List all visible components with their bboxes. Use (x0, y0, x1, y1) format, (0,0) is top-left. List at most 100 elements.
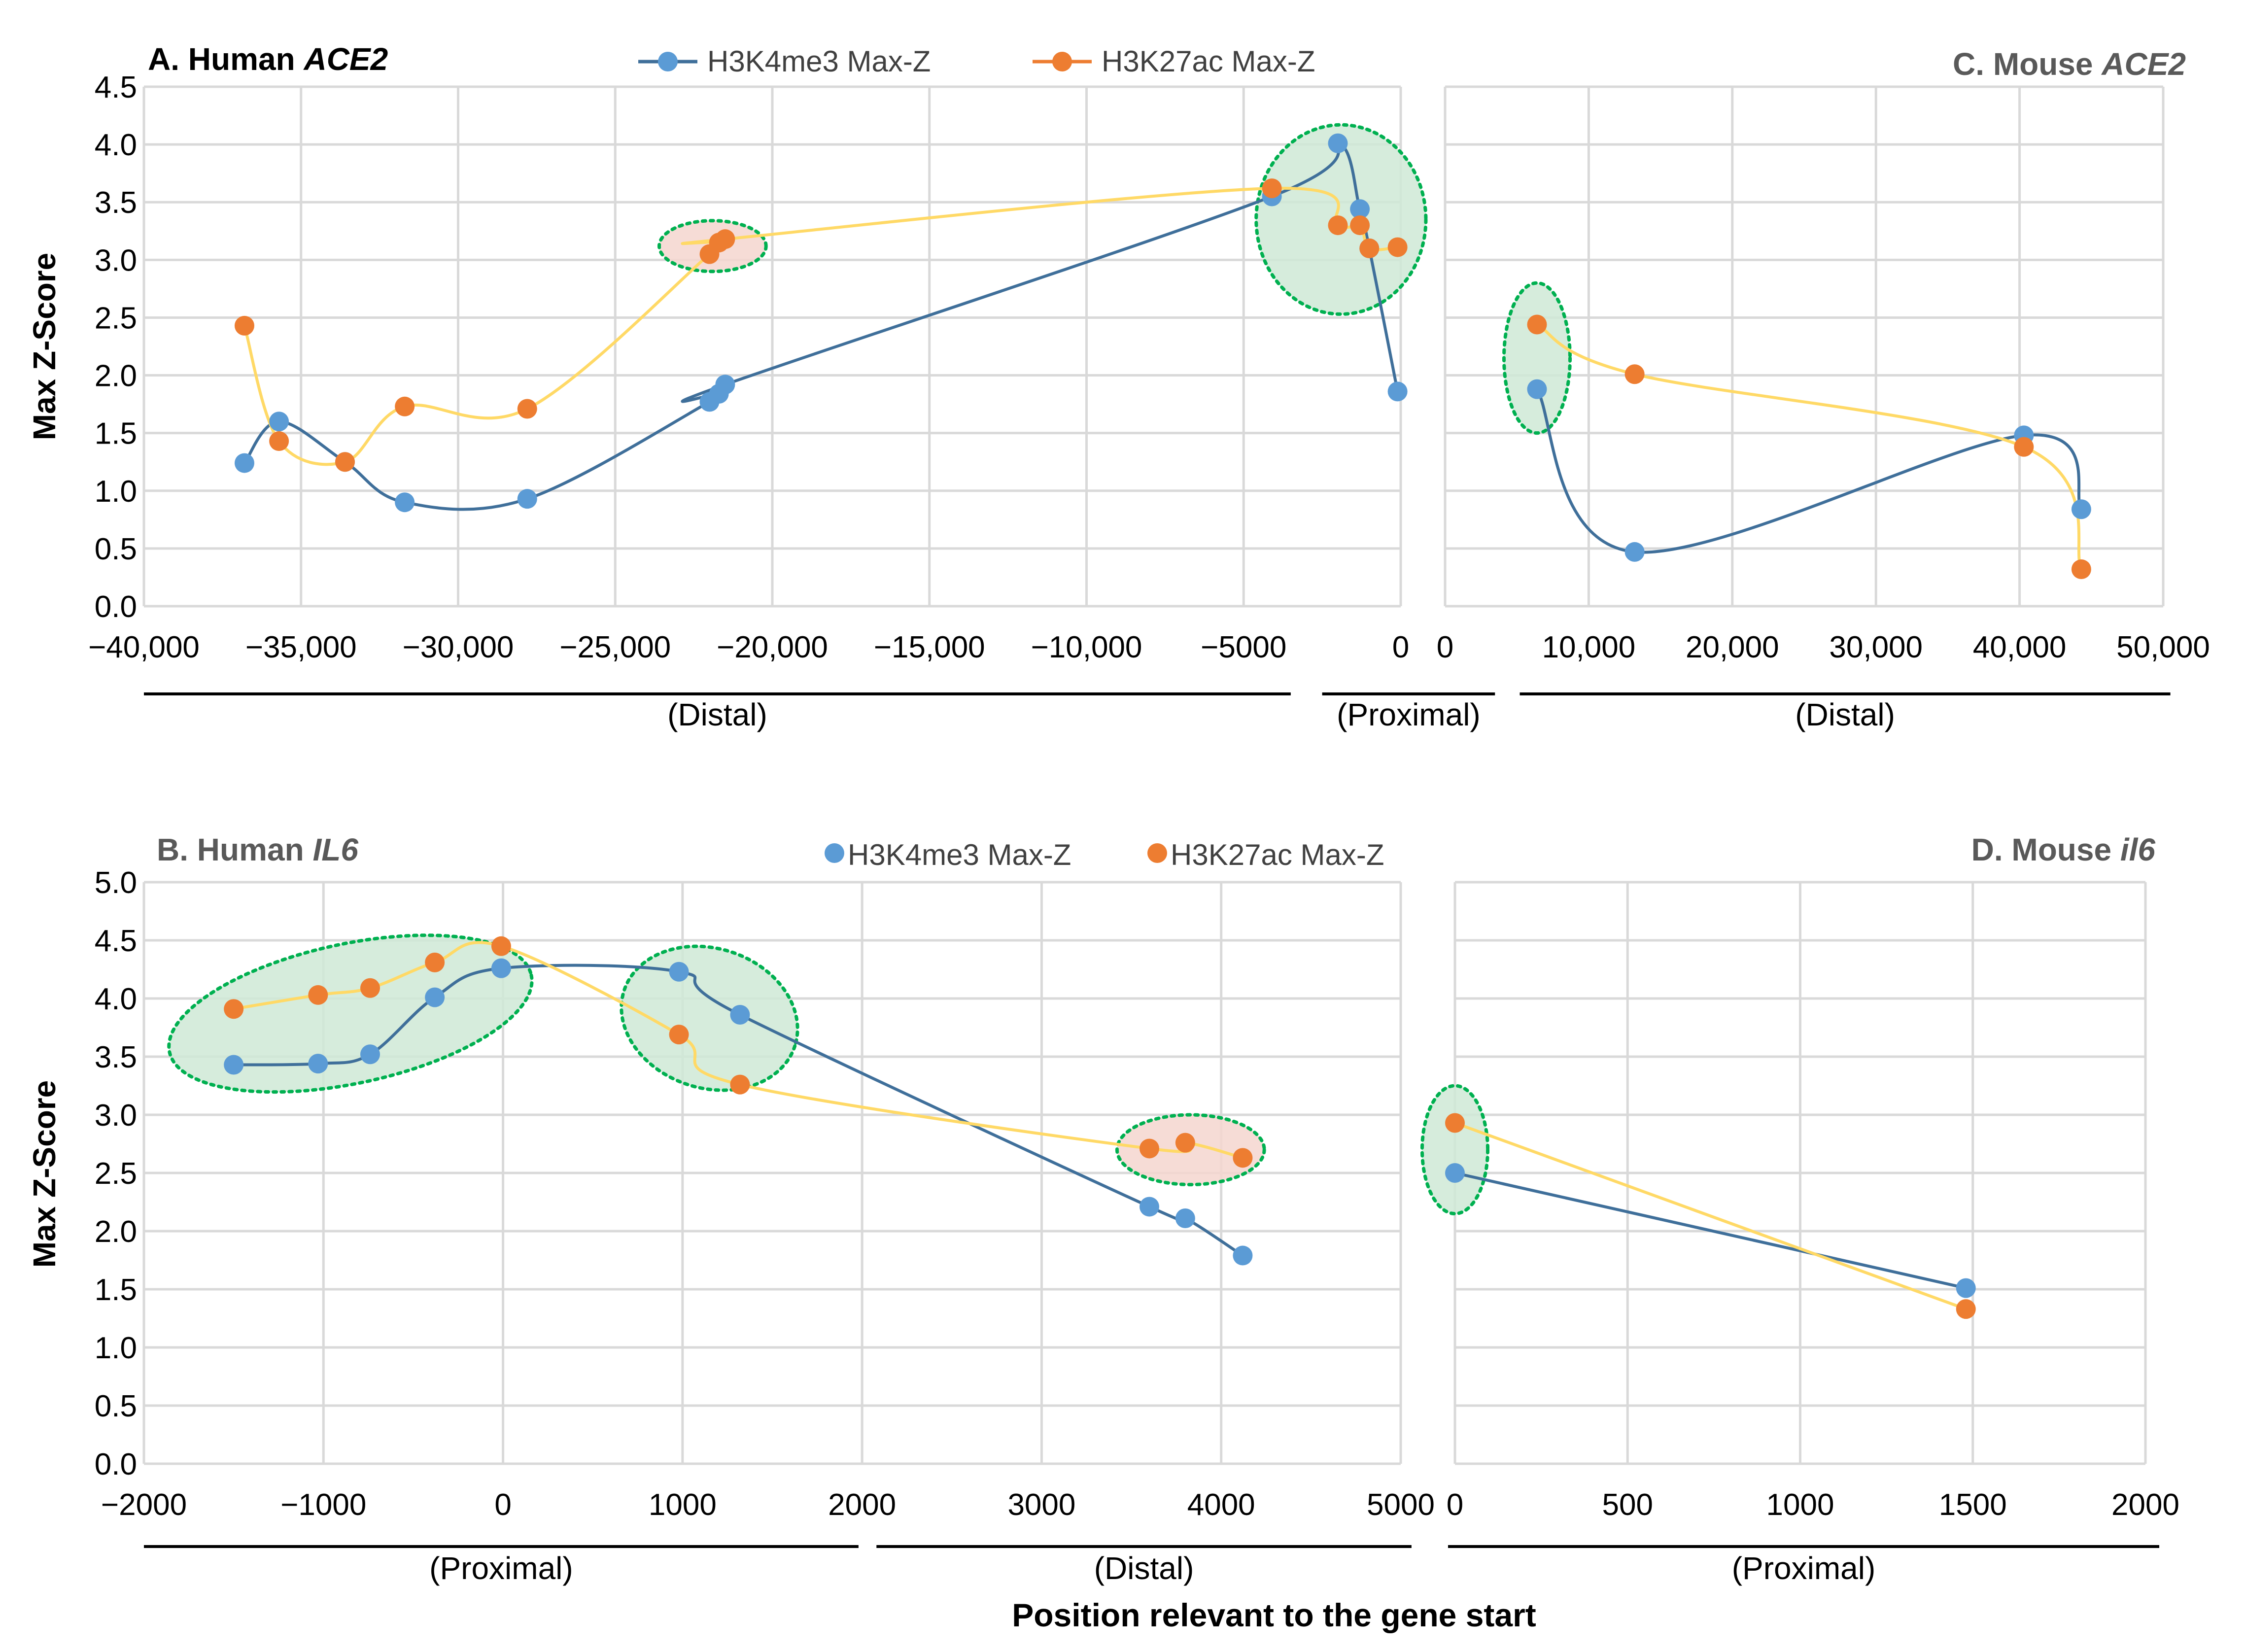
x-tick-label: −35,000 (245, 630, 357, 664)
region-label: (Distal) (667, 697, 767, 732)
h3k4me3-point (491, 958, 511, 978)
legend-label: H3K27ac Max-Z (1102, 45, 1315, 78)
highlight-ellipse (620, 944, 799, 1092)
h3k27ac-point (669, 1025, 689, 1045)
x-tick-label: 10,000 (1542, 630, 1636, 664)
h3k4me3-point (1328, 133, 1348, 153)
panel-title-prefix: D. Mouse (1971, 832, 2120, 867)
h3k4me3-point (360, 1044, 380, 1065)
h3k27ac-point (308, 985, 328, 1005)
panel-title: D. Mouse il6 (1971, 832, 2156, 867)
y-tick-label: 1.0 (95, 475, 137, 509)
h3k27ac-point (1328, 215, 1348, 236)
x-tick-label: 0 (1437, 630, 1453, 664)
h3k4me3-point (308, 1054, 328, 1074)
region-label: (Proximal) (1732, 1550, 1876, 1586)
x-tick-label: 0 (494, 1488, 511, 1522)
region-label: (Proximal) (1337, 697, 1481, 732)
h3k4me3-point (730, 1005, 750, 1025)
h3k27ac-point (335, 452, 355, 472)
highlight-ellipse (1420, 1084, 1490, 1216)
region-label: (Distal) (1795, 697, 1895, 732)
x-tick-label: −5000 (1201, 630, 1286, 664)
x-tick-label: −15,000 (874, 630, 985, 664)
legend-label: H3K27ac Max-Z (1171, 838, 1384, 871)
panel-title: B. Human IL6 (157, 832, 358, 867)
h3k4me3-point (1140, 1197, 1159, 1217)
h3k27ac-point (1359, 238, 1380, 258)
x-tick-label: 1000 (1766, 1488, 1834, 1522)
y-tick-label: 3.5 (95, 186, 137, 220)
h3k27ac-point (425, 952, 445, 972)
y-tick-label: 2.5 (95, 301, 137, 335)
y-axis-title: Max Z-Score (27, 253, 62, 441)
h3k27ac-point (1445, 1113, 1465, 1133)
h3k27ac-line (1536, 323, 2083, 570)
h3k4me3-point (715, 375, 735, 395)
y-tick-label: 4.0 (95, 982, 137, 1016)
h3k4me3-line (243, 141, 1399, 511)
h3k27ac-point (1350, 215, 1370, 236)
y-axis-title: Max Z-Score (27, 1080, 62, 1268)
h3k27ac-point (1140, 1138, 1159, 1159)
h3k27ac-point (517, 399, 537, 419)
highlight-ellipses (167, 123, 1572, 1216)
panel-title: C. Mouse ACE2 (1953, 46, 2186, 82)
h3k27ac-point (1233, 1148, 1253, 1168)
x-tick-label: 50,000 (2116, 630, 2210, 664)
h3k4me3-point (2071, 499, 2091, 519)
highlight-ellipse (167, 933, 534, 1094)
h3k4me3-point (517, 489, 537, 509)
h3k27ac-point (269, 431, 289, 451)
h3k27ac-point (224, 999, 244, 1019)
panel-title-gene: ACE2 (2101, 46, 2186, 82)
x-tick-label: −1000 (280, 1488, 366, 1522)
y-tick-label: 2.0 (95, 1215, 137, 1249)
h3k4me3-point (269, 412, 289, 432)
x-tick-label: 20,000 (1686, 630, 1779, 664)
y-tick-label: 0.5 (95, 532, 137, 566)
x-tick-label: −2000 (101, 1488, 187, 1522)
highlight-ellipse (1502, 281, 1572, 435)
x-tick-label: −10,000 (1031, 630, 1142, 664)
x-tick-label: 3000 (1007, 1488, 1075, 1522)
h3k4me3-point (224, 1055, 244, 1075)
y-tick-label: 4.5 (95, 70, 137, 104)
panel-title-gene: ACE2 (303, 41, 388, 77)
x-tick-label: 0 (1447, 1488, 1463, 1522)
legend-label: H3K4me3 Max-Z (848, 838, 1071, 871)
h3k27ac-point (2014, 437, 2034, 457)
h3k27ac-point (235, 315, 254, 336)
legend-marker (825, 843, 844, 863)
y-tick-label: 4.5 (95, 924, 137, 958)
panel-title-prefix: A. Human (148, 41, 304, 77)
x-tick-label: 40,000 (1973, 630, 2067, 664)
legend-marker (1147, 843, 1167, 863)
legend-marker (1052, 52, 1072, 71)
h3k4me3-line (1535, 388, 2083, 554)
h3k4me3-point (1387, 381, 1408, 402)
legend-label: H3K4me3 Max-Z (707, 45, 931, 78)
y-tick-label: 1.5 (95, 1273, 137, 1307)
y-tick-label: 0.5 (95, 1389, 137, 1423)
axis-labels: 0.0 0.5 1.0 1.5 2.0 2.5 3.0 3.5 4.0 4.5 Max Z-Scor… (27, 41, 2210, 1522)
h3k27ac-point (1175, 1133, 1195, 1153)
x-tick-label: 30,000 (1829, 630, 1923, 664)
h3k4me3-point (395, 492, 415, 513)
x-tick-label: 4000 (1187, 1488, 1255, 1522)
region-label: (Proximal) (429, 1550, 573, 1586)
x-tick-label: 2000 (828, 1488, 896, 1522)
h3k27ac-line (1454, 1121, 1967, 1310)
y-tick-label: 0.0 (95, 1447, 137, 1481)
h3k4me3-point (235, 453, 254, 473)
y-tick-label: 3.0 (95, 243, 137, 277)
panel-title-prefix: C. Mouse (1953, 46, 2102, 82)
h3k27ac-point (1527, 314, 1547, 335)
h3k27ac-point (491, 936, 511, 956)
legend-marker (658, 52, 678, 71)
y-tick-label: 4.0 (95, 128, 137, 162)
h3k4me3-point (1624, 542, 1645, 562)
y-tick-label: 0.0 (95, 590, 137, 624)
x-tick-label: 0 (1392, 630, 1409, 664)
region-annotations: (Distal) (Proximal) (Distal) (Proximal) (Dis… (144, 692, 2171, 1586)
